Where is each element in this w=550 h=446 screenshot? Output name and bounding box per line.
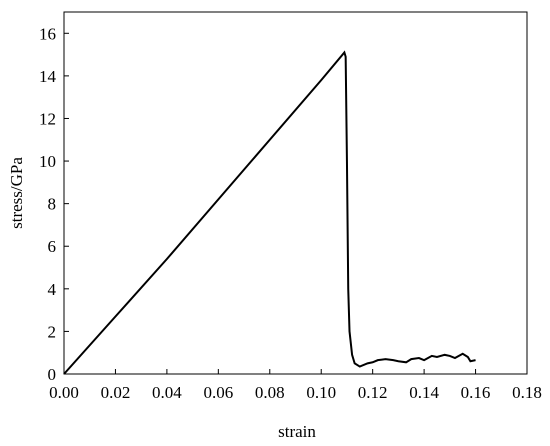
x-tick-label: 0.16	[461, 383, 491, 402]
x-tick-label: 0.08	[255, 383, 285, 402]
plot-frame	[63, 11, 528, 375]
x-axis-label: strain	[278, 422, 316, 441]
x-tick-label: 0.14	[409, 383, 439, 402]
y-tick-label: 12	[39, 109, 56, 128]
x-tick-label: 0.04	[152, 383, 182, 402]
y-tick-label: 14	[39, 67, 57, 86]
y-tick-label: 0	[48, 365, 57, 384]
y-tick-label: 10	[39, 152, 56, 171]
x-tick-label: 0.12	[358, 383, 388, 402]
x-tick-label: 0.02	[101, 383, 131, 402]
y-tick-label: 16	[39, 24, 56, 43]
x-tick-label: 0.06	[203, 383, 233, 402]
y-tick-label: 6	[48, 237, 57, 256]
x-tick-label: 0.18	[512, 383, 542, 402]
y-axis-label: stress/GPa	[7, 157, 26, 229]
y-tick-label: 8	[48, 195, 57, 214]
x-tick-label: 0.00	[49, 383, 79, 402]
data-line	[63, 50, 476, 375]
x-tick-label: 0.10	[306, 383, 336, 402]
y-tick-label: 4	[48, 280, 57, 299]
y-tick-label: 2	[48, 322, 57, 341]
